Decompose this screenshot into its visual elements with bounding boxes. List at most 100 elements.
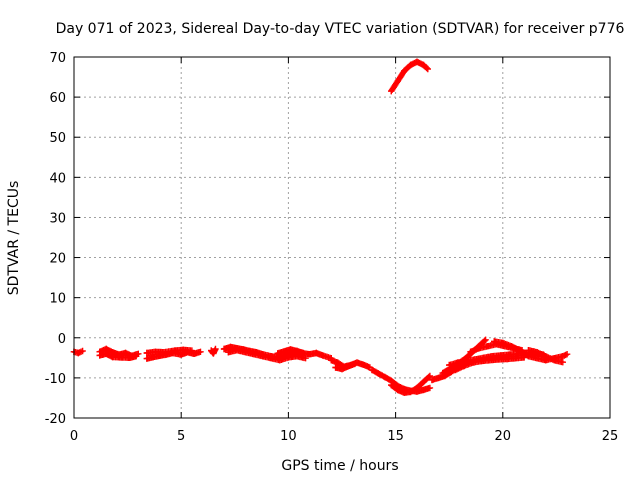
y-tick-label: 0 [58,332,66,347]
data-point [375,370,382,377]
data-point [287,346,294,353]
x-tick-label: 25 [602,429,619,444]
data-point [180,346,187,353]
data-point [394,77,401,85]
data-point [274,350,281,357]
data-point [280,348,288,355]
data-point [448,368,455,376]
data-point [467,348,474,355]
y-tick-label: 30 [49,211,66,226]
data-point [499,339,506,347]
data-point [508,343,515,350]
data-point [454,359,461,366]
data-point [563,351,571,358]
data-point [293,347,301,355]
data-point [559,353,566,360]
data-point [426,372,434,380]
data-point [424,65,431,73]
data-point [103,350,110,357]
data-point [407,388,414,396]
trace-marker [425,373,432,381]
data-point [401,389,408,396]
data-point [79,347,86,355]
data-point [533,355,541,362]
data-point [285,354,292,361]
data-point [551,357,558,364]
y-tick-label: 10 [49,292,66,307]
data-point [525,353,532,360]
data-point [109,353,116,361]
data-point [133,353,140,360]
x-tick-label: 0 [70,429,78,444]
data-point [360,361,367,368]
x-tick-label: 15 [387,429,404,444]
data-point [446,361,453,369]
data-point [484,343,491,350]
chart-title: Day 071 of 2023, Sidereal Day-to-day VTE… [56,21,625,37]
data-point [250,351,258,358]
data-point [118,354,125,361]
trace-marker [423,64,430,72]
grid [74,57,610,418]
data-point [435,374,442,382]
y-tick-label: 50 [49,131,66,146]
data-point [452,366,459,374]
data-point [210,350,217,357]
data-point [160,349,168,356]
data-point [426,384,434,392]
data-point [413,58,421,65]
plot-frame [73,56,611,419]
data-point [338,365,346,373]
x-axis-label: GPS time / hours [281,458,398,474]
data-point [313,349,320,357]
data-point [332,364,339,371]
data-point [368,366,376,374]
y-tick-label: -20 [45,412,66,427]
data-point [420,61,427,69]
y-tick-label: 60 [49,91,66,106]
data-point [486,357,494,364]
data-point [334,359,341,366]
data-point [188,347,196,354]
data-point [302,355,309,362]
y-tick-label: 20 [49,252,66,267]
trace-marker [481,337,488,344]
data-point [441,372,449,380]
data-point [512,355,519,362]
data-point [420,386,427,394]
data-point [401,67,408,75]
data-point [319,352,326,359]
axis-ticks: 0 5 10 15 20 25 -20 -10 0 10 20 30 40 50 60 70 [45,51,619,444]
data-point [143,349,151,357]
data-point [220,345,228,353]
y-tick-label: 70 [49,51,66,66]
data-point [388,87,395,95]
data-point [476,345,483,352]
data-point [225,349,232,356]
data-point [96,352,103,359]
data-point [407,61,414,69]
data-point [171,347,178,354]
data-point [306,351,313,358]
data-point [413,384,421,392]
data-point [152,348,159,355]
x-tick-label: 10 [280,429,297,444]
data-point [533,349,541,356]
data-point [542,353,549,360]
data-point [503,355,511,363]
y-tick-label: -10 [45,372,66,387]
data-point [559,359,566,366]
data-point [197,348,204,355]
data-point [143,355,151,362]
data-point [345,363,352,370]
data-point [233,347,241,354]
data-series [70,58,571,396]
y-axis-label: SDTVAR / TECUs [6,181,22,296]
data-point [516,347,524,354]
data-point [328,357,335,364]
data-point [491,338,498,345]
data-point [242,349,249,356]
x-tick-label: 5 [177,429,185,444]
y-tick-label: 40 [49,171,66,186]
data-point [525,347,532,354]
